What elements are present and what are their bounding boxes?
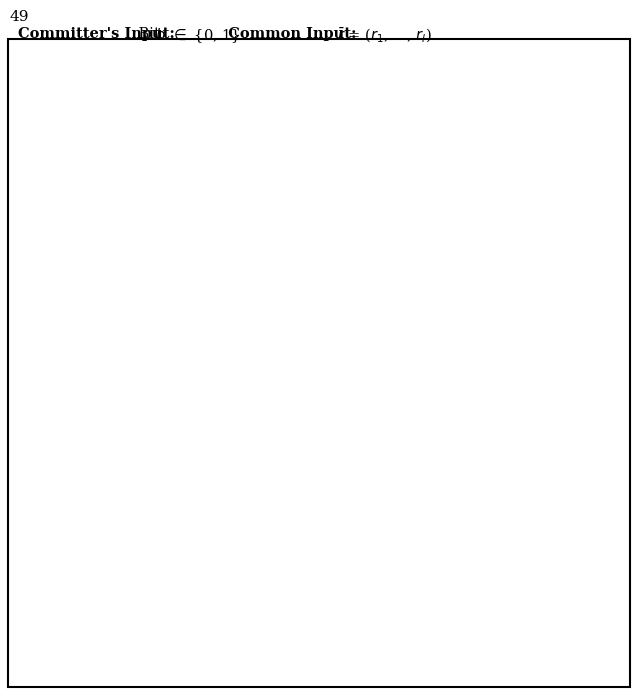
Text: Bit: Bit bbox=[134, 27, 164, 41]
Text: $\in$ {0, 1}.: $\in$ {0, 1}. bbox=[166, 27, 246, 44]
Text: Committer's Input:: Committer's Input: bbox=[18, 27, 175, 41]
Text: 49: 49 bbox=[10, 10, 29, 24]
Text: $\bar{r}$: $\bar{r}$ bbox=[328, 27, 346, 44]
Text: $b$: $b$ bbox=[155, 27, 166, 43]
Text: = ($r_1$, ..., $r_l$): = ($r_1$, ..., $r_l$) bbox=[343, 27, 432, 45]
Text: Common Input:: Common Input: bbox=[218, 27, 356, 41]
